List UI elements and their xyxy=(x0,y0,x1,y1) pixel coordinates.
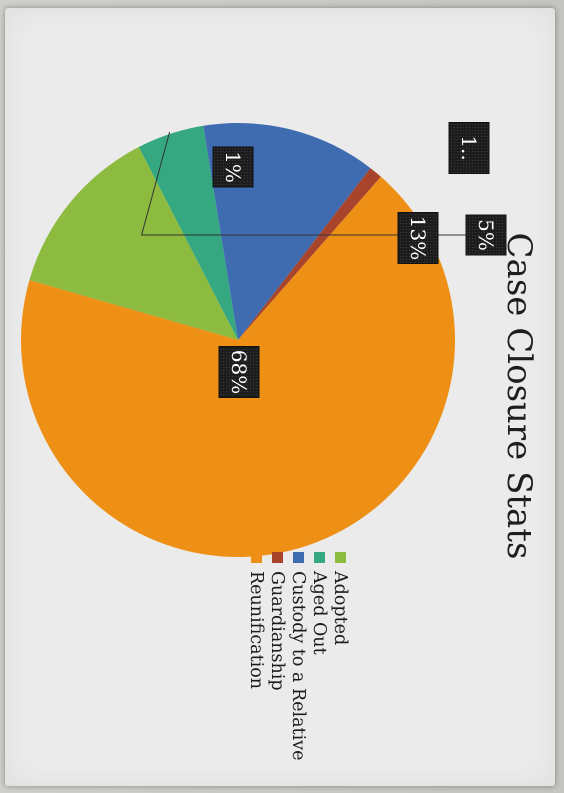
legend-item-adopted: Adopted xyxy=(330,552,350,645)
legend-item-reunification: Reunification xyxy=(246,552,266,689)
pie-slice-adopted xyxy=(29,146,238,340)
legend-item-guardianship: Guardianship xyxy=(267,552,287,691)
chart-title: Case Closure Stats xyxy=(499,233,539,560)
legend-swatch-custody-to-a-relative xyxy=(293,552,304,563)
legend-swatch-reunification xyxy=(251,552,262,563)
leader-lines xyxy=(140,131,466,236)
pie-slice-aged-out xyxy=(138,125,238,340)
svg-text:1..: 1.. xyxy=(457,135,481,160)
svg-text:1%: 1% xyxy=(221,151,245,183)
svg-text:13%: 13% xyxy=(406,216,430,260)
legend-swatch-adopted xyxy=(335,552,346,563)
svg-text:68%: 68% xyxy=(227,350,251,394)
data-label-custody-to-a-relative: 1.. xyxy=(448,122,490,174)
data-label-adopted: 13% xyxy=(397,212,439,264)
legend-label-custody-to-a-relative: Custody to a Relative xyxy=(288,571,308,760)
data-label-aged-out: 5% xyxy=(465,214,507,256)
pie-slice-guardianship xyxy=(238,168,381,340)
legend-item-custody-to-a-relative: Custody to a Relative xyxy=(288,552,308,760)
legend-label-guardianship: Guardianship xyxy=(267,571,287,691)
legend-item-aged-out: Aged Out xyxy=(309,552,329,655)
pie-slices xyxy=(21,123,455,557)
svg-text:5%: 5% xyxy=(474,219,498,251)
data-labels: 13% 5% 1.. 1% 68% xyxy=(212,122,507,398)
legend-label-adopted: Adopted xyxy=(330,570,350,645)
data-label-guardianship: 1% xyxy=(212,146,254,188)
leader-line-aged-out xyxy=(140,131,466,236)
legend-swatch-guardianship xyxy=(272,552,283,563)
legend-swatch-aged-out xyxy=(314,552,325,563)
legend-label-aged-out: Aged Out xyxy=(309,570,329,655)
data-label-reunification: 68% xyxy=(218,346,260,398)
legend-label-reunification: Reunification xyxy=(246,571,266,689)
